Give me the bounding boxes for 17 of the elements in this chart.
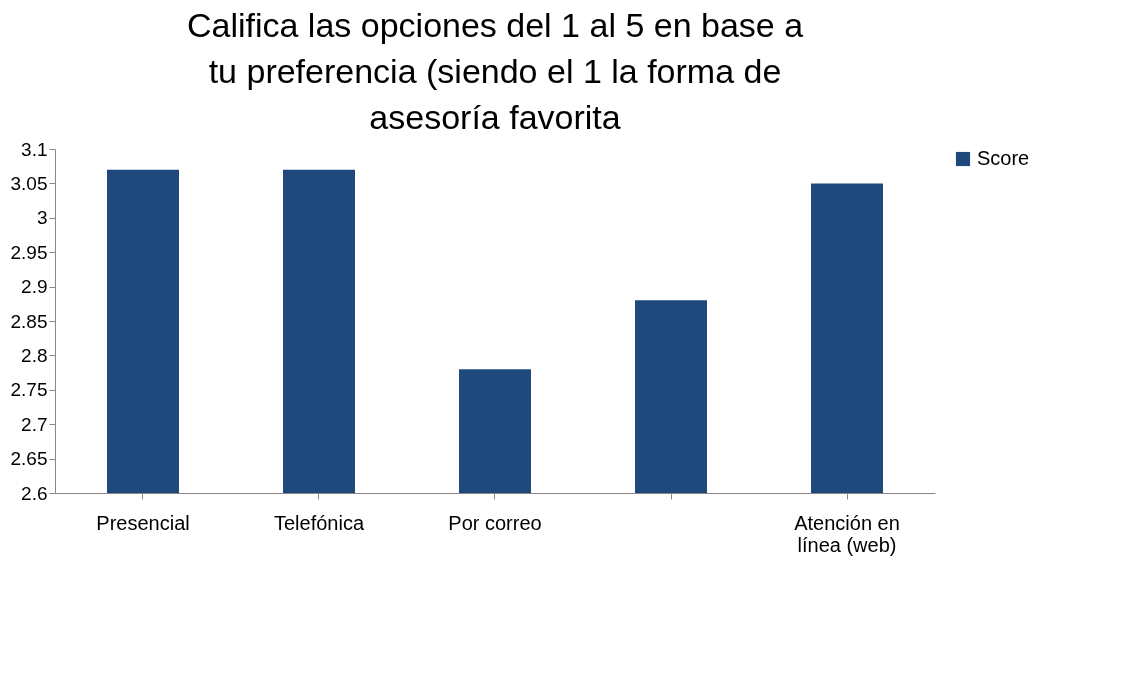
y-tick-label: 2.95	[10, 241, 48, 263]
x-tick-label: Presencial	[96, 511, 190, 534]
y-tick-label: 2.85	[10, 310, 48, 332]
y-tick-label: 2.65	[10, 448, 48, 470]
y-tick-label: 3.05	[10, 172, 48, 194]
y-tick-label: 2.6	[21, 482, 48, 504]
y-tick-label: 2.8	[21, 344, 48, 366]
y-tick-label: 2.9	[21, 276, 48, 298]
chart-title: Califica las opciones del 1 al 5 en base a tu preferencia (siendo el 1 la forma de asesoría favorita	[186, 6, 804, 136]
y-tick-label: 2.75	[10, 379, 48, 401]
x-tick-label: Atención en línea (web)	[794, 511, 900, 556]
y-tick-label: 3.1	[21, 138, 48, 160]
legend-label: Score	[977, 147, 1030, 169]
y-tick-label: 3	[36, 207, 48, 229]
x-tick-label: Telefónica	[273, 511, 365, 534]
x-tick-label: Por correo	[448, 511, 542, 534]
y-tick-label: 2.7	[21, 413, 48, 435]
